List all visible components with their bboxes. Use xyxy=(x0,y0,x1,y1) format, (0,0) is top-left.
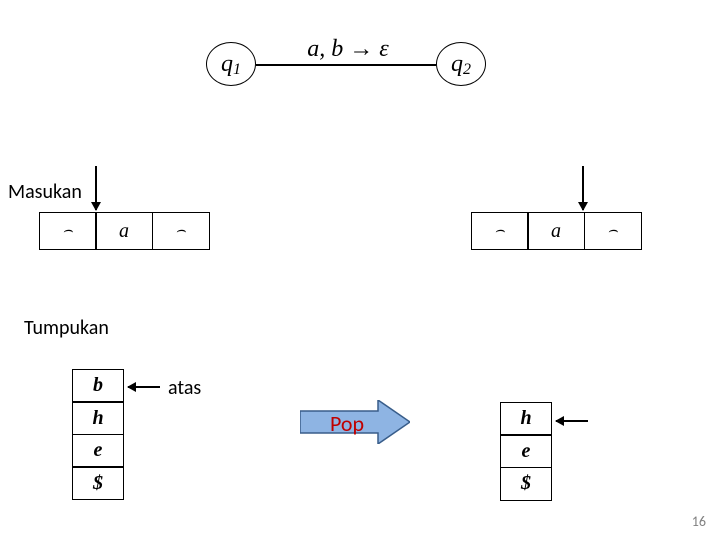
state-q2: q2 xyxy=(436,42,486,86)
stack-cell: $ xyxy=(72,466,124,500)
tape-cell: ⌢ xyxy=(39,212,97,250)
pop-label: Pop xyxy=(330,410,364,437)
stack-cell: $ xyxy=(500,467,552,501)
stack-label: Tumpukan xyxy=(24,316,109,340)
input-label: Masukan xyxy=(8,180,82,204)
tape-cell: a xyxy=(527,212,585,250)
tape-cell: ⌢ xyxy=(471,212,529,250)
stack-cell: e xyxy=(72,434,124,468)
stack-right: h e $ xyxy=(500,403,552,501)
state-q2-sub: 2 xyxy=(463,61,471,79)
state-q1: q1 xyxy=(206,42,256,86)
tape-right-head-arrow xyxy=(582,166,584,210)
tape-cell: ⌢ xyxy=(152,212,210,250)
transition-edge xyxy=(256,64,436,66)
stack-left: b h e $ xyxy=(72,370,124,500)
stack-cell: e xyxy=(500,434,552,468)
stack-right-top-arrow xyxy=(556,420,588,422)
tape-left-head-arrow xyxy=(95,166,97,210)
state-q1-sub: 1 xyxy=(233,61,241,79)
stack-cell: h xyxy=(500,402,552,436)
state-q1-name: q xyxy=(221,51,233,78)
top-label: atas xyxy=(168,376,201,400)
tape-right: ⌢ a ⌢ xyxy=(472,212,642,250)
page-number: 16 xyxy=(692,513,706,530)
stack-cell: h xyxy=(72,401,124,435)
stack-cell: b xyxy=(72,369,124,403)
tape-left: ⌢ a ⌢ xyxy=(40,212,210,250)
transition-label: a, b → ε xyxy=(298,36,398,63)
state-q2-name: q xyxy=(451,51,463,78)
tape-cell: ⌢ xyxy=(584,212,642,250)
tape-cell: a xyxy=(95,212,153,250)
stack-left-top-arrow xyxy=(128,386,160,388)
